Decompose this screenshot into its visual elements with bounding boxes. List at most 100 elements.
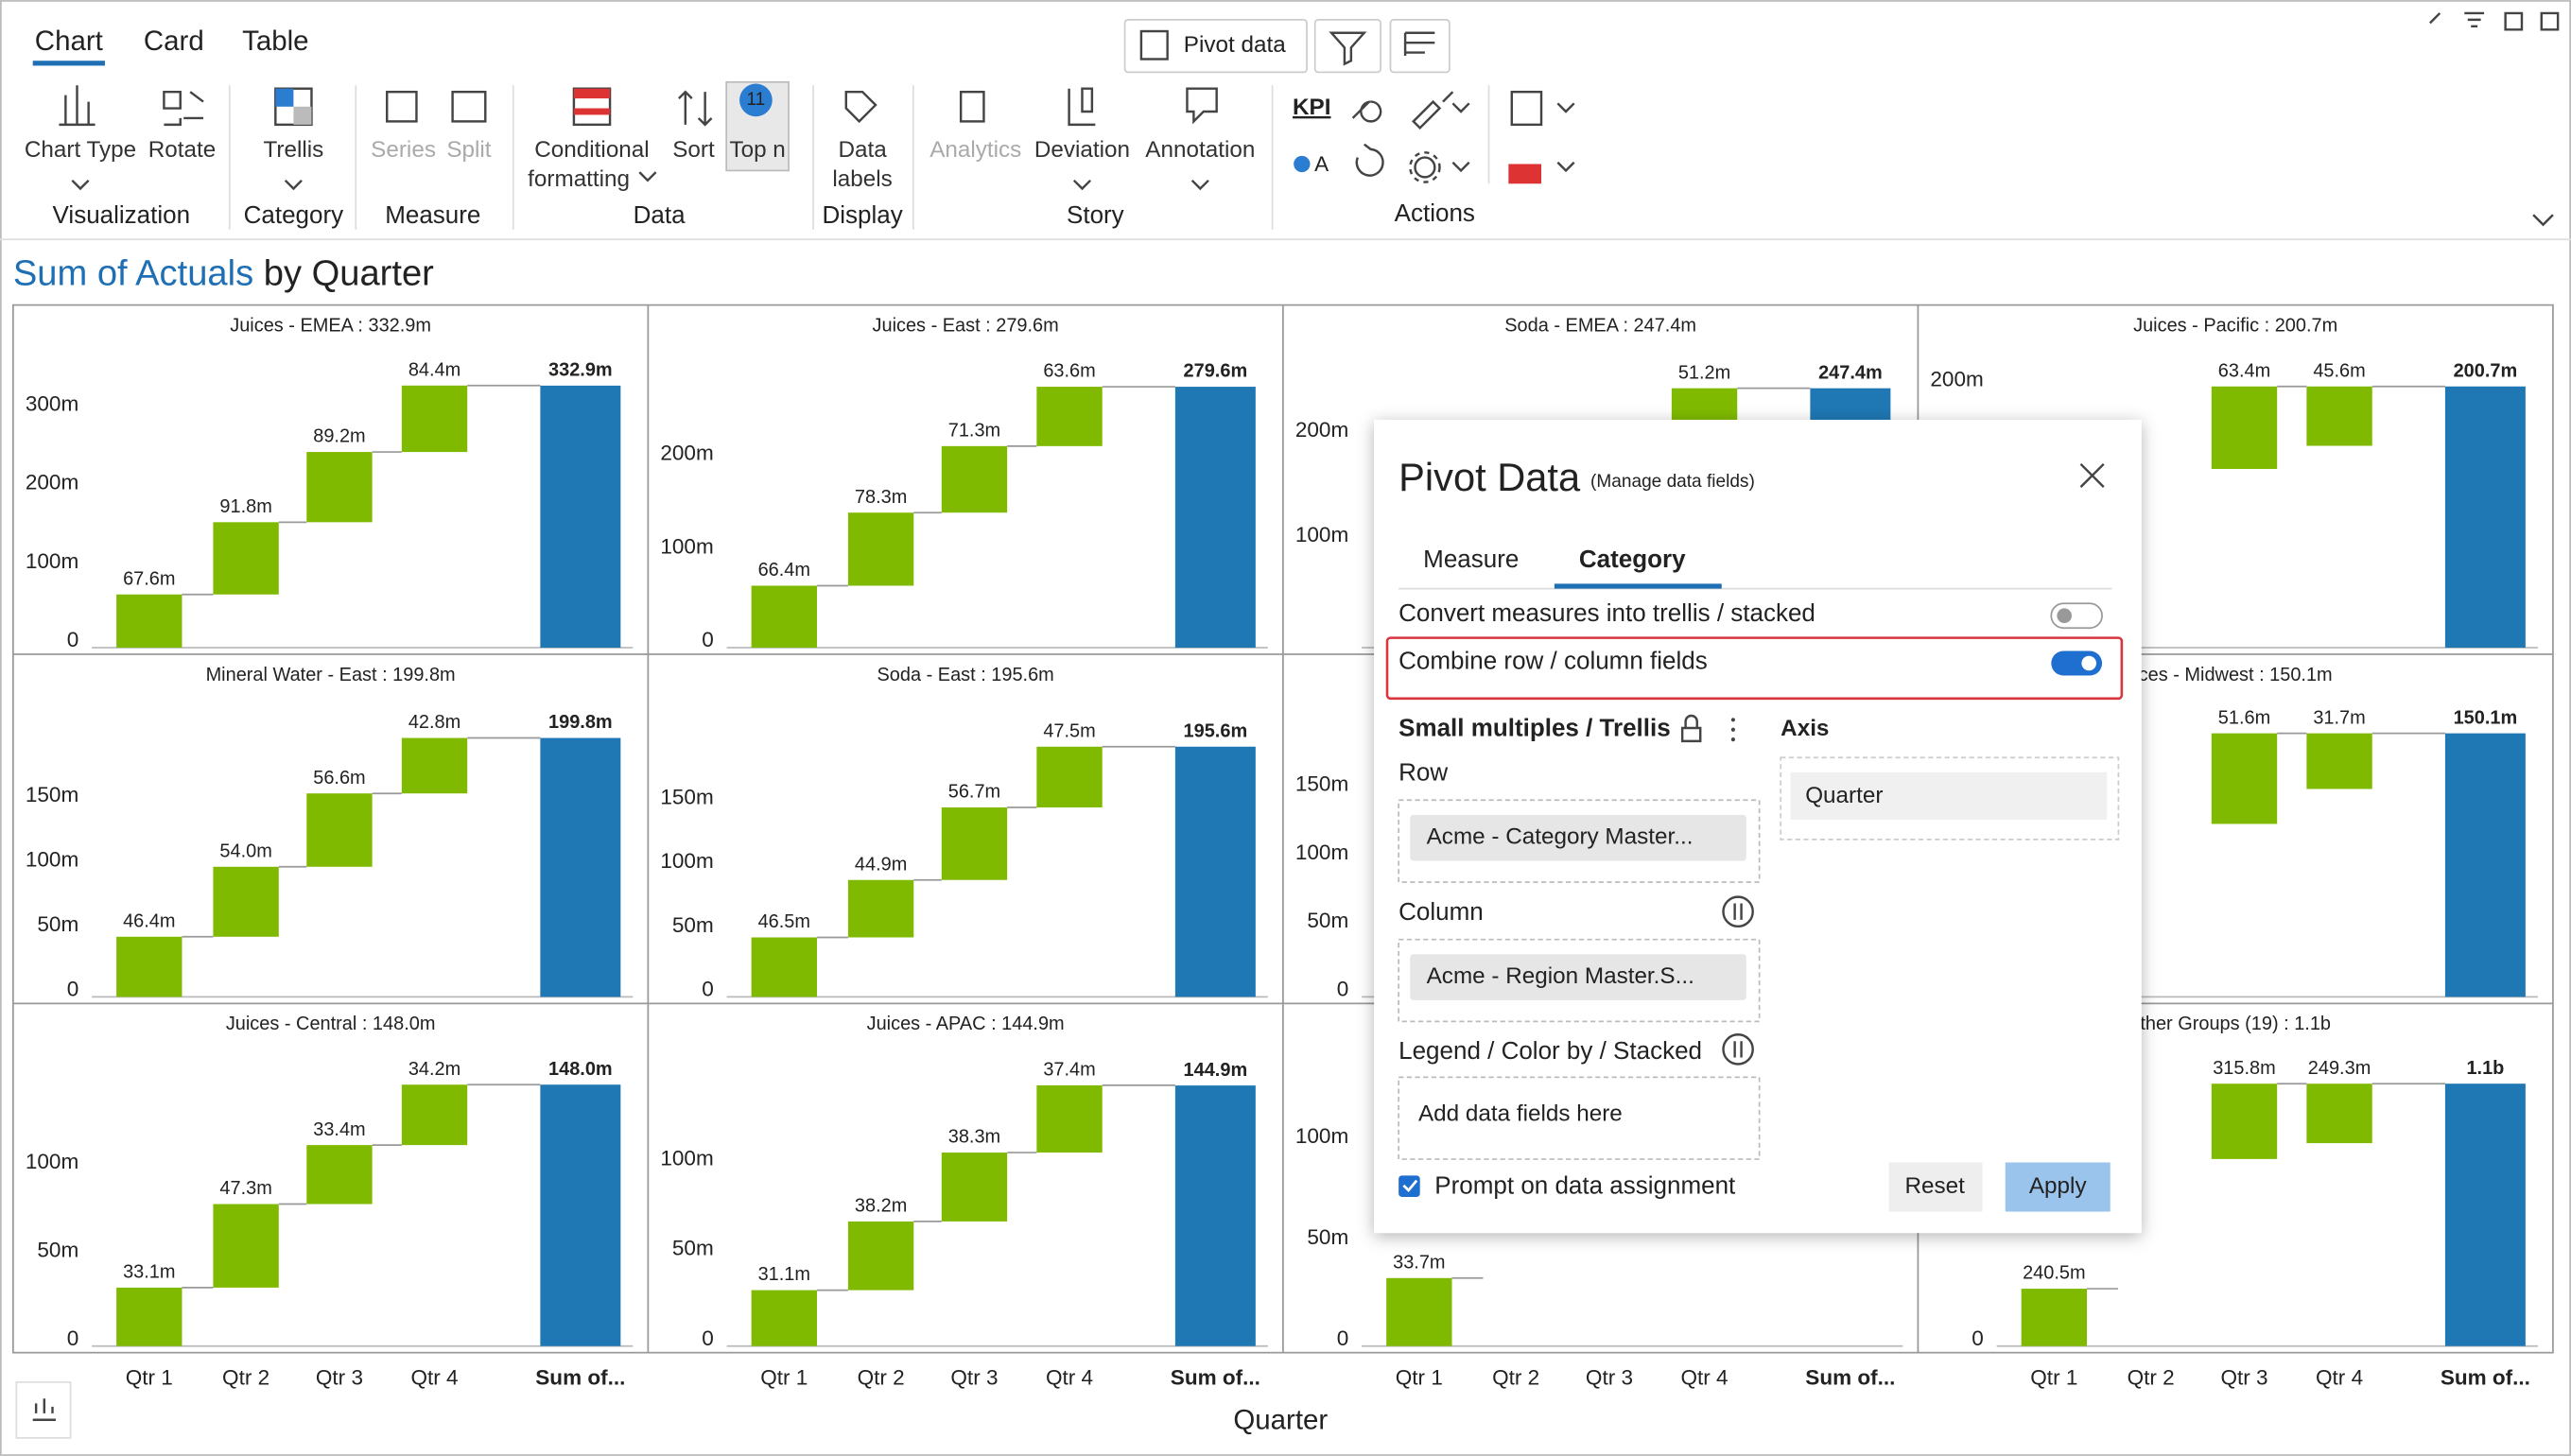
y-tick-label: 150m: [1295, 771, 1348, 795]
tab-chart[interactable]: Chart: [35, 26, 103, 57]
total-bar: [2444, 733, 2526, 997]
btn-chart-type[interactable]: Chart Type: [25, 137, 136, 163]
window-icons[interactable]: [2429, 11, 2560, 31]
title-rest: by Quarter: [264, 252, 434, 293]
value-label: 37.4m: [1043, 1060, 1095, 1081]
tab-measure[interactable]: Measure: [1423, 545, 1519, 573]
waterfall-bar: [2021, 1289, 2088, 1346]
reset-label: Reset: [1904, 1173, 1965, 1199]
tab-card[interactable]: Card: [144, 26, 204, 57]
btn-sort[interactable]: Sort: [672, 137, 715, 163]
x-tick-label: Qtr 3: [2220, 1365, 2267, 1389]
btn-data-labels[interactable]: Data: [838, 137, 887, 163]
value-label: 31.7m: [2313, 707, 2365, 728]
filter-button[interactable]: [1313, 19, 1381, 74]
waterfall-bar: [2306, 733, 2372, 789]
x-tick-label: Qtr 3: [1586, 1365, 1633, 1389]
group-label: Display: [822, 200, 902, 229]
y-tick-label: 0: [67, 1326, 79, 1350]
reset-button[interactable]: [1888, 1162, 1983, 1212]
close[interactable]: [2079, 462, 2105, 488]
x-tick-label: Qtr 3: [316, 1365, 363, 1389]
value-label: 38.2m: [855, 1196, 907, 1217]
row-field: Acme - Category Master...: [1427, 824, 1694, 850]
panel-title: Mineral Water - East : 199.8m: [206, 665, 456, 685]
panel-title: Juices - EMEA : 332.9m: [230, 315, 431, 336]
btn-series[interactable]: Series: [371, 137, 436, 163]
btn-trellis[interactable]: Trellis: [263, 137, 323, 163]
combine-label: Combine row / column fields: [1398, 647, 1708, 675]
apply-button[interactable]: [2005, 1162, 2111, 1212]
value-label: 44.9m: [855, 854, 907, 875]
dialog-subtitle: (Manage data fields): [1590, 472, 1755, 492]
y-tick-label: 50m: [672, 913, 714, 937]
column-chip[interactable]: [1410, 954, 1746, 1000]
btn-conditional[interactable]: Conditional: [534, 137, 649, 163]
total-label: 247.4m: [1818, 362, 1883, 383]
edit-icon: [1403, 31, 1435, 57]
total-bar: [2444, 386, 2526, 649]
btn-split[interactable]: Split: [446, 137, 491, 163]
column-label: Column: [1398, 897, 1484, 926]
btn-analytics[interactable]: Analytics: [929, 137, 1021, 163]
ribbon-icons: [0, 80, 2571, 241]
value-label: 66.4m: [758, 560, 810, 581]
tab-underline: [32, 61, 105, 66]
x-tick-label: Sum of...: [1171, 1365, 1260, 1389]
total-label: 195.6m: [1184, 720, 1248, 741]
tab-category[interactable]: Category: [1579, 545, 1686, 573]
btn-deviation[interactable]: Deviation: [1034, 137, 1130, 163]
y-tick-label: 150m: [26, 783, 78, 806]
x-tick-label: Sum of...: [1805, 1365, 1895, 1389]
y-tick-label: 0: [702, 628, 714, 651]
tab-table[interactable]: Table: [242, 26, 308, 57]
value-label: 33.1m: [123, 1262, 175, 1283]
btn-kpi[interactable]: KPI: [1293, 95, 1330, 120]
btn-annotation[interactable]: Annotation: [1145, 137, 1255, 163]
highlight: [1385, 636, 2124, 701]
waterfall-bar: [941, 1153, 1008, 1222]
y-tick-label: 100m: [660, 849, 713, 873]
trellis: Qtr 1 Qtr 2 Qtr 3 Qtr 4 Sum of... Qtr 1 Qtr 2 Q…: [12, 303, 2554, 1389]
btn-data-labels-2[interactable]: labels: [832, 166, 892, 192]
waterfall-bar: [2211, 733, 2278, 824]
waterfall-bar: [401, 385, 468, 453]
total-label: 279.6m: [1184, 361, 1248, 382]
tab-underline: [1554, 583, 1722, 589]
row-drop[interactable]: [1398, 799, 1761, 883]
value-label: 46.4m: [123, 910, 175, 931]
waterfall-bar: [751, 585, 817, 649]
axis-drop[interactable]: [1780, 756, 2120, 841]
waterfall-bar: [1386, 1277, 1452, 1346]
y-tick-label: 200m: [660, 442, 713, 465]
waterfall-bar: [1036, 387, 1103, 446]
panel-title: ces - Midwest : 150.1m: [2139, 665, 2333, 685]
value-label: 89.2m: [313, 426, 365, 447]
waterfall-bar: [751, 1290, 817, 1346]
waterfall-bar: [2211, 386, 2278, 470]
x-tick-label: Qtr 2: [1492, 1365, 1539, 1389]
column-drop[interactable]: [1398, 938, 1761, 1023]
waterfall-bar: [1036, 746, 1103, 808]
y-tick-label: 50m: [37, 1238, 78, 1261]
row-chip[interactable]: [1410, 814, 1746, 861]
value-label: 71.3m: [948, 420, 1000, 441]
btn-legend[interactable]: A: [1314, 152, 1329, 176]
y-tick-label: 200m: [1930, 368, 1983, 391]
btn-top-n[interactable]: Top n: [729, 137, 785, 163]
x-tick-label: Qtr 2: [222, 1365, 269, 1389]
title-measure: Sum of Actuals: [13, 252, 253, 293]
edit-button[interactable]: [1389, 19, 1451, 74]
x-tick-label: Sum of...: [535, 1365, 625, 1389]
total-bar: [540, 737, 621, 997]
waterfall-bar: [847, 1221, 914, 1291]
pivot-dialog: Pivot Data (Manage data fields) Measure …: [1374, 419, 2142, 1234]
checkbox[interactable]: [1398, 1175, 1420, 1197]
legend-drop[interactable]: [1398, 1076, 1761, 1160]
btn-rotate[interactable]: Rotate: [148, 137, 217, 163]
pivot-button[interactable]: [1123, 19, 1308, 74]
btn-conditional-2[interactable]: formatting: [528, 166, 630, 192]
